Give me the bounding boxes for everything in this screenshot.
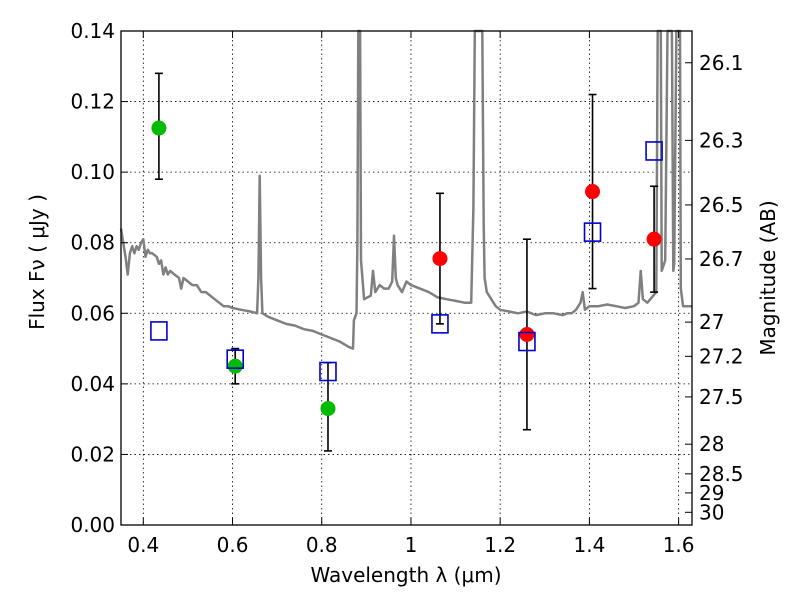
y-tick-label: 0.10 <box>70 160 115 184</box>
data-point-circle <box>320 401 336 417</box>
data-point-square <box>518 331 536 352</box>
y2-tick-label: 26.5 <box>699 193 744 217</box>
y-tick-label: 0.08 <box>70 231 115 255</box>
data-point-circle <box>432 251 448 267</box>
x-tick-label: 1.6 <box>663 533 695 557</box>
y2-tick-label: 28.5 <box>699 462 744 486</box>
data-point-square <box>226 349 244 369</box>
y-axis-label: Flux Fν ( μJy ) <box>25 194 49 330</box>
y2-tick-label: 28 <box>699 432 724 456</box>
data-point-circle <box>646 231 662 247</box>
x-tick-label: 0.6 <box>217 533 249 557</box>
data-point-square <box>645 141 663 161</box>
y-tick-label: 0.04 <box>70 372 115 396</box>
spectrum-layer <box>119 29 692 350</box>
data-point-circle <box>519 326 535 342</box>
y2-tick-label: 29 <box>699 481 724 505</box>
data-point-square <box>431 314 449 334</box>
data-point-circle <box>151 120 167 136</box>
ticks: 0.4 0.6 0.8 1 1.2 1.4 1.6 0.00 0.02 0.04 0.06 0.08 0… <box>70 19 743 557</box>
x-tick-label: 0.4 <box>127 533 159 557</box>
y2-tick-label: 27 <box>699 310 724 334</box>
x-axis-label: Wavelength λ (μm) <box>310 563 501 587</box>
data-point-circle <box>227 358 243 374</box>
x-tick-label: 1.2 <box>484 533 516 557</box>
y-tick-label: 0.14 <box>70 19 115 43</box>
data-point-square <box>583 222 602 242</box>
data-point-square <box>319 361 337 382</box>
y2-tick-label: 26.7 <box>699 247 744 271</box>
y2-axis-label: Magnitude (AB) <box>756 200 780 355</box>
y2-tick-label: 30 <box>699 500 724 524</box>
plot-background <box>121 31 692 525</box>
data-point-circle <box>585 184 601 200</box>
y2-tick-label: 26.1 <box>699 51 744 75</box>
y-tick-label: 0.12 <box>70 90 115 114</box>
y2-tick-label: 27.2 <box>699 344 744 368</box>
x-tick-label: 0.8 <box>306 533 338 557</box>
x-tick-label: 1 <box>405 533 418 557</box>
y-tick-label: 0.06 <box>70 301 115 325</box>
y2-tick-label: 27.5 <box>699 385 744 409</box>
marker-layer <box>150 120 663 417</box>
model-spectrum-line <box>119 29 692 350</box>
y-tick-label: 0.02 <box>70 442 115 466</box>
plot-frame <box>120 30 693 526</box>
y-tick-label: 0.00 <box>70 513 115 537</box>
y2-tick-label: 26.3 <box>699 128 744 152</box>
data-point-square <box>150 321 168 341</box>
x-tick-label: 1.4 <box>573 533 605 557</box>
